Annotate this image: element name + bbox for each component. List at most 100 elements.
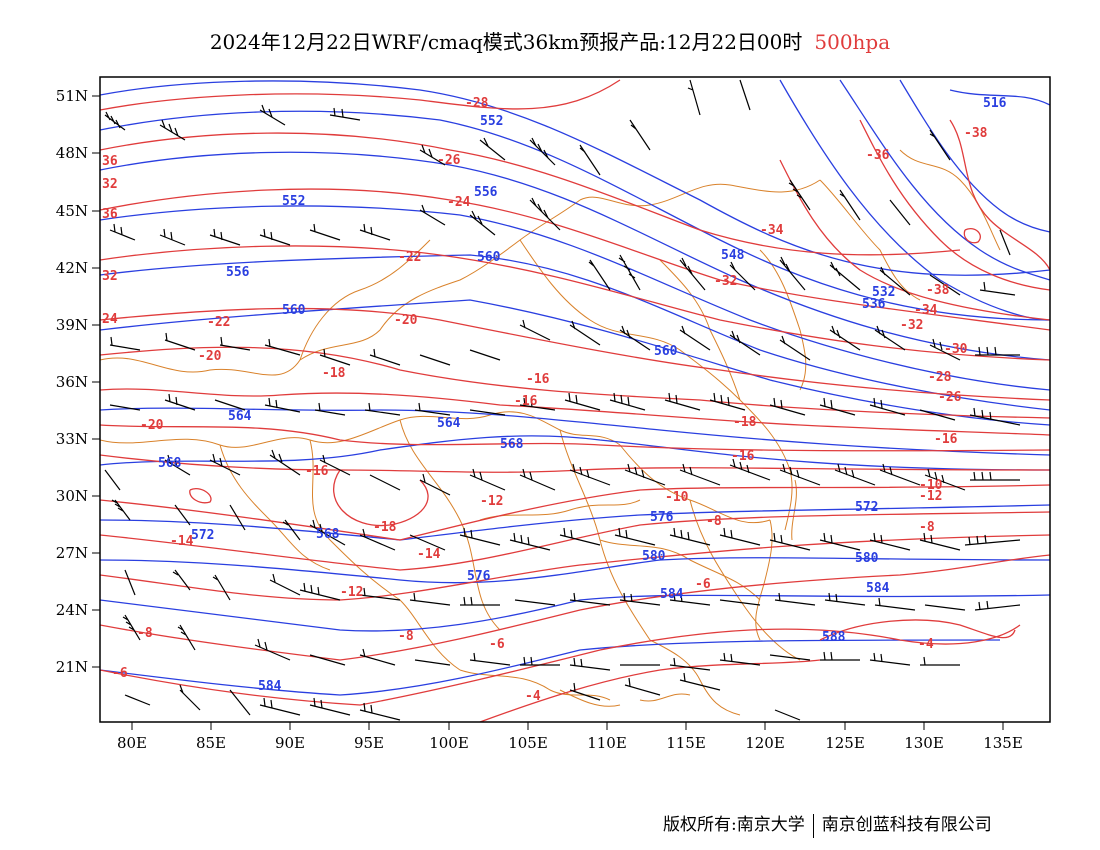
temp-label: -34 — [760, 223, 784, 238]
temp-label: -18 — [373, 520, 397, 535]
lat-label: 24N — [56, 601, 88, 619]
axis-ticks — [92, 95, 1004, 730]
temp-label: -16 — [731, 449, 755, 464]
height-label: 548 — [721, 248, 745, 263]
temp-label: -8 — [706, 514, 722, 529]
height-label: 552 — [282, 194, 305, 209]
height-label: 576 — [650, 510, 674, 525]
temperature-labels: -28 -26 -24 -22 -22 -20 -20 -20 -18 -18 … — [102, 96, 988, 704]
plot-frame — [99, 76, 1051, 723]
height-label: 536 — [862, 297, 886, 312]
temp-label: -6 — [489, 637, 505, 652]
temp-label: -16 — [305, 464, 329, 479]
temp-label: 32 — [102, 177, 118, 192]
height-contours — [100, 79, 1050, 696]
temp-label: -18 — [322, 366, 346, 381]
height-label: 580 — [642, 549, 666, 564]
lon-axis: 80E 85E 90E 95E 100E 105E 110E 115E 120E… — [117, 734, 1023, 752]
temp-label: -12 — [340, 585, 363, 600]
height-label: 556 — [226, 265, 250, 280]
lon-label: 125E — [825, 734, 865, 752]
temperature-contours — [100, 79, 1050, 722]
temp-label: 24 — [102, 312, 118, 327]
height-label: 556 — [474, 185, 498, 200]
height-label: 552 — [480, 114, 503, 129]
temp-label: -8 — [919, 520, 935, 535]
lon-label: 105E — [508, 734, 548, 752]
temp-label: -8 — [137, 626, 153, 641]
lon-label: 90E — [275, 734, 305, 752]
height-label: 564 — [228, 409, 252, 424]
temp-label: -6 — [695, 577, 711, 592]
title-level: 500hpa — [814, 30, 891, 54]
temp-label: -20 — [140, 418, 164, 433]
temp-label: -20 — [198, 349, 222, 364]
height-label: 572 — [855, 500, 878, 515]
height-label: 568 — [158, 456, 182, 471]
height-label: 580 — [855, 551, 879, 566]
lat-label: 36N — [56, 373, 88, 391]
lon-label: 120E — [745, 734, 785, 752]
temp-label: -14 — [170, 534, 194, 549]
lat-label: 27N — [56, 544, 88, 562]
title-main: 2024年12月22日WRF/cmaq模式36km预报产品:12月22日00时 — [209, 30, 803, 54]
height-labels: 516 536 532 548 552 552 556 556 560 560 … — [158, 96, 1007, 694]
lat-label: 48N — [56, 144, 88, 162]
lon-label: 110E — [587, 734, 627, 752]
temp-label: 36 — [102, 154, 118, 169]
lat-label: 39N — [56, 316, 88, 334]
temp-label: -32 — [714, 274, 737, 289]
lon-label: 80E — [117, 734, 147, 752]
temp-label: -16 — [514, 394, 538, 409]
height-label: 584 — [660, 587, 684, 602]
temp-label: -18 — [733, 415, 757, 430]
lat-label: 51N — [56, 87, 88, 105]
temp-label: -8 — [398, 629, 414, 644]
temp-label: -34 — [914, 303, 938, 318]
temp-label: -28 — [465, 96, 489, 111]
height-label: 560 — [282, 303, 306, 318]
height-label: 532 — [872, 285, 895, 300]
map-title: 2024年12月22日WRF/cmaq模式36km预报产品:12月22日00时 5… — [0, 26, 1100, 55]
temp-label: -12 — [919, 489, 942, 504]
temp-label: -20 — [394, 313, 418, 328]
temp-label: -24 — [447, 195, 471, 210]
temp-label: -38 — [926, 283, 950, 298]
temp-label: -22 — [207, 315, 230, 330]
temp-label: -28 — [928, 370, 952, 385]
height-label: 560 — [477, 250, 501, 265]
height-label: 572 — [191, 528, 214, 543]
height-label: 560 — [654, 344, 678, 359]
temp-label: -16 — [934, 432, 958, 447]
temp-label: -38 — [964, 126, 988, 141]
height-label: 588 — [822, 630, 846, 645]
lon-label: 115E — [666, 734, 706, 752]
height-label: 516 — [983, 96, 1007, 111]
height-label: 584 — [866, 581, 890, 596]
temp-label: 32 — [102, 269, 118, 284]
temp-label: -36 — [866, 148, 890, 163]
temp-label: -26 — [938, 390, 962, 405]
temp-label: -26 — [437, 153, 461, 168]
lat-axis: 51N 48N 45N 42N 39N 36N 33N 30N 27N 24N … — [56, 87, 88, 676]
lat-label: 33N — [56, 430, 88, 448]
temp-label: -12 — [480, 494, 503, 509]
temp-label: -10 — [919, 478, 943, 493]
wind-barbs — [104, 79, 1021, 721]
temp-label: -6 — [112, 666, 128, 681]
lon-label: 135E — [983, 734, 1023, 752]
temp-label: -22 — [398, 250, 421, 265]
temp-label: -10 — [665, 490, 689, 505]
lon-label: 130E — [904, 734, 944, 752]
lat-label: 30N — [56, 487, 88, 505]
height-label: 576 — [467, 569, 491, 584]
temp-label: -4 — [525, 689, 541, 704]
temp-label: 36 — [102, 207, 118, 222]
temp-label: -4 — [918, 637, 934, 652]
height-label: 584 — [258, 679, 282, 694]
height-label: 568 — [316, 527, 340, 542]
lon-label: 85E — [196, 734, 226, 752]
height-label: 568 — [500, 437, 524, 452]
boundary-lines — [100, 149, 1001, 716]
lon-label: 100E — [429, 734, 469, 752]
